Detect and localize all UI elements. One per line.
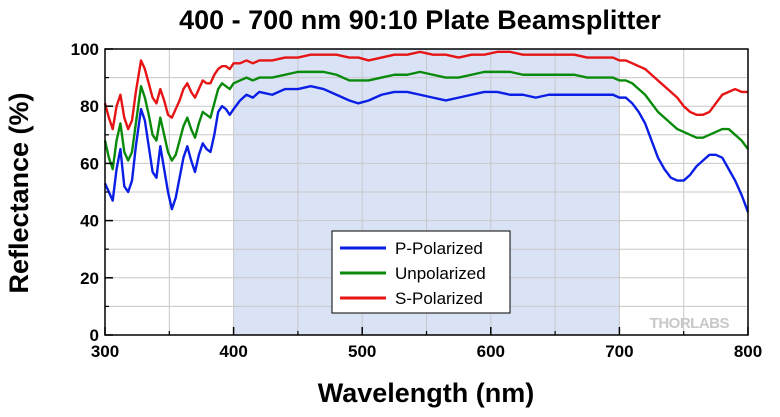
thorlabs-watermark: THORLABS: [650, 315, 730, 332]
y-tick-label: 40: [80, 212, 99, 231]
x-tick-label: 600: [477, 342, 505, 361]
chart-title: 400 - 700 nm 90:10 Plate Beamsplitter: [179, 5, 661, 35]
y-tick-label: 60: [80, 154, 99, 173]
series-line-s-polarized: [103, 50, 748, 131]
y-tick-label: 100: [71, 40, 99, 59]
legend-label-p-polarized: P-Polarized: [395, 239, 483, 258]
y-axis-label: Reflectance (%): [4, 92, 34, 293]
x-tick-label: 500: [348, 342, 376, 361]
y-tick-label: 0: [90, 326, 99, 345]
plot-area: 300 400 500 600 700 800 0 20 40 60 80 100: [71, 40, 763, 361]
x-tick-label: 800: [734, 342, 762, 361]
legend: P-Polarized Unpolarized S-Polarized: [331, 230, 511, 314]
y-tick-label: 80: [80, 97, 99, 116]
x-axis-label: Wavelength (nm): [318, 378, 535, 408]
x-tick-label: 700: [605, 342, 633, 361]
legend-label-s-polarized: S-Polarized: [395, 289, 483, 308]
y-tick-label: 20: [80, 269, 99, 288]
series-line-unpolarized: [103, 70, 749, 171]
series-line-p-polarized: [103, 84, 750, 213]
x-tick-label: 400: [219, 342, 247, 361]
x-tick-label: 300: [91, 342, 119, 361]
legend-label-unpolarized: Unpolarized: [395, 264, 486, 283]
